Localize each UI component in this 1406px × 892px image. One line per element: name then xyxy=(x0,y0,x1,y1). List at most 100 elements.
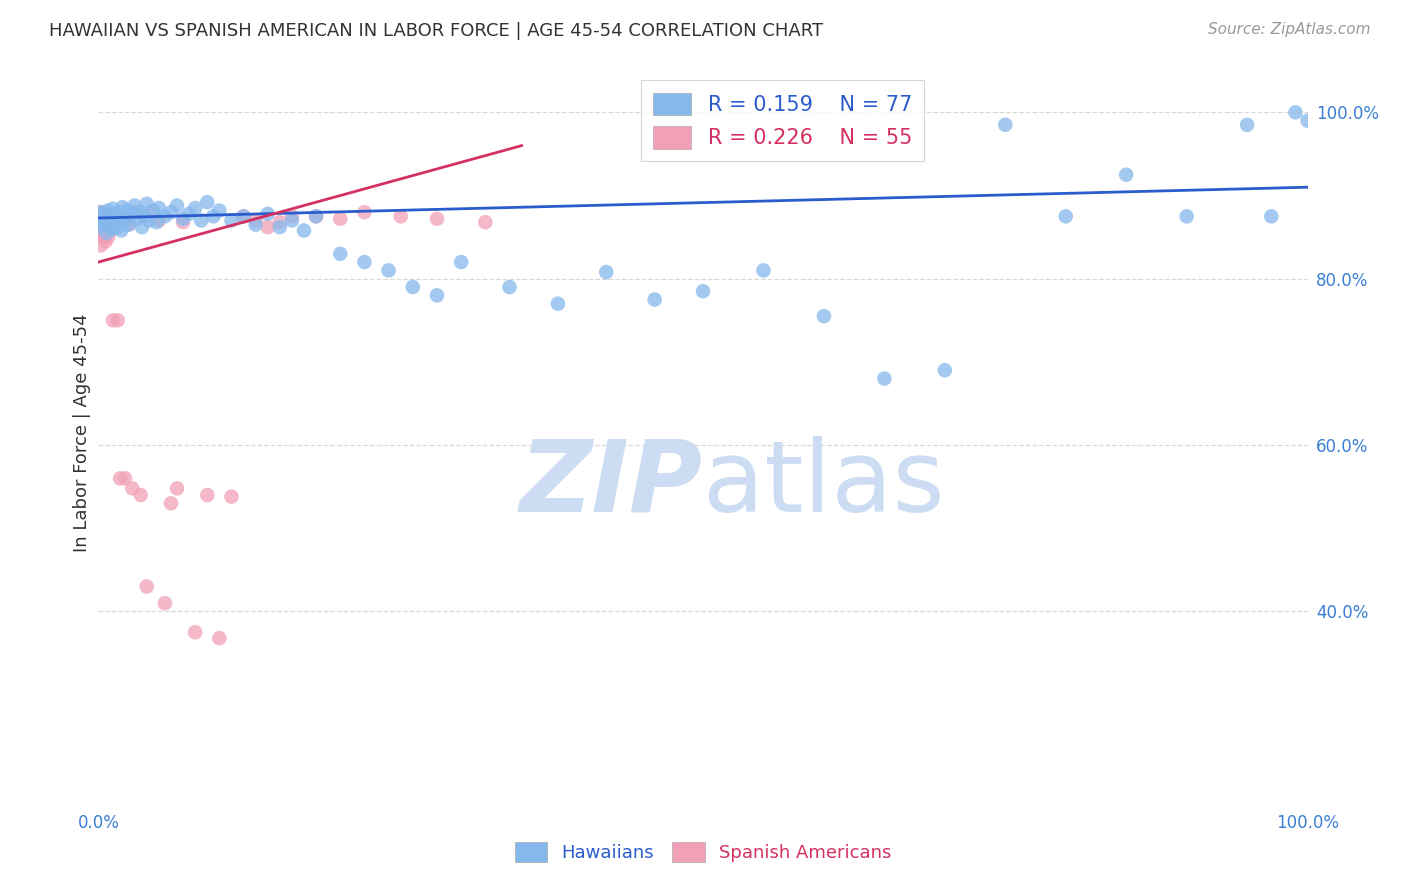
Hawaiians xyxy=(184,201,207,215)
Spanish Americans xyxy=(426,211,449,226)
Legend: R = 0.159    N = 77, R = 0.226    N = 55: R = 0.159 N = 77, R = 0.226 N = 55 xyxy=(641,80,924,161)
Hawaiians xyxy=(353,255,375,269)
Spanish Americans xyxy=(281,210,304,224)
Spanish Americans xyxy=(94,223,117,237)
Hawaiians xyxy=(752,263,775,277)
Hawaiians xyxy=(1284,105,1306,120)
Spanish Americans xyxy=(94,235,117,249)
Spanish Americans xyxy=(195,488,218,502)
Hawaiians xyxy=(1054,210,1077,224)
Spanish Americans xyxy=(91,220,114,235)
Spanish Americans xyxy=(232,210,254,224)
Spanish Americans xyxy=(100,210,122,224)
Hawaiians xyxy=(121,207,143,221)
Hawaiians xyxy=(97,203,120,218)
Spanish Americans xyxy=(105,213,128,227)
Legend: Hawaiians, Spanish Americans: Hawaiians, Spanish Americans xyxy=(508,835,898,870)
Hawaiians xyxy=(305,210,328,224)
Text: HAWAIIAN VS SPANISH AMERICAN IN LABOR FORCE | AGE 45-54 CORRELATION CHART: HAWAIIAN VS SPANISH AMERICAN IN LABOR FO… xyxy=(49,22,824,40)
Spanish Americans xyxy=(353,205,375,219)
Hawaiians xyxy=(547,296,569,310)
Hawaiians xyxy=(135,197,157,211)
Spanish Americans xyxy=(129,488,152,502)
Hawaiians xyxy=(172,211,194,226)
Hawaiians xyxy=(107,220,129,235)
Text: ZIP: ZIP xyxy=(520,436,703,533)
Spanish Americans xyxy=(98,218,121,232)
Hawaiians xyxy=(124,198,146,212)
Hawaiians xyxy=(111,200,134,214)
Hawaiians xyxy=(134,210,156,224)
Spanish Americans xyxy=(91,210,114,224)
Hawaiians xyxy=(127,211,149,226)
Spanish Americans xyxy=(208,631,231,645)
Hawaiians xyxy=(166,198,188,212)
Hawaiians xyxy=(692,284,714,298)
Hawaiians xyxy=(1236,118,1258,132)
Hawaiians xyxy=(91,211,114,226)
Spanish Americans xyxy=(221,490,243,504)
Hawaiians xyxy=(87,210,110,224)
Hawaiians xyxy=(153,210,176,224)
Text: atlas: atlas xyxy=(703,436,945,533)
Hawaiians xyxy=(118,218,141,232)
Hawaiians xyxy=(138,213,160,227)
Hawaiians xyxy=(813,309,835,323)
Spanish Americans xyxy=(184,625,207,640)
Hawaiians xyxy=(329,246,352,260)
Hawaiians xyxy=(426,288,449,302)
Spanish Americans xyxy=(90,215,112,229)
Spanish Americans xyxy=(97,213,120,227)
Hawaiians xyxy=(100,209,122,223)
Spanish Americans xyxy=(269,215,291,229)
Spanish Americans xyxy=(100,223,122,237)
Hawaiians xyxy=(128,205,150,219)
Hawaiians xyxy=(934,363,956,377)
Spanish Americans xyxy=(135,580,157,594)
Spanish Americans xyxy=(96,210,118,224)
Spanish Americans xyxy=(96,220,118,235)
Hawaiians xyxy=(142,203,165,218)
Hawaiians xyxy=(281,213,304,227)
Hawaiians xyxy=(179,207,201,221)
Hawaiians xyxy=(208,203,231,218)
Hawaiians xyxy=(101,202,124,216)
Y-axis label: In Labor Force | Age 45-54: In Labor Force | Age 45-54 xyxy=(73,313,91,552)
Hawaiians xyxy=(104,217,127,231)
Spanish Americans xyxy=(389,210,412,224)
Spanish Americans xyxy=(108,471,131,485)
Hawaiians xyxy=(202,210,225,224)
Hawaiians xyxy=(221,213,243,227)
Hawaiians xyxy=(93,218,115,232)
Spanish Americans xyxy=(124,205,146,219)
Spanish Americans xyxy=(90,238,112,252)
Spanish Americans xyxy=(166,481,188,495)
Spanish Americans xyxy=(305,210,328,224)
Spanish Americans xyxy=(111,211,134,226)
Hawaiians xyxy=(160,205,183,219)
Spanish Americans xyxy=(474,215,496,229)
Hawaiians xyxy=(1115,168,1137,182)
Spanish Americans xyxy=(103,215,125,229)
Spanish Americans xyxy=(114,471,136,485)
Hawaiians xyxy=(232,210,254,224)
Spanish Americans xyxy=(101,313,124,327)
Hawaiians xyxy=(450,255,472,269)
Spanish Americans xyxy=(148,213,170,227)
Hawaiians xyxy=(1260,210,1282,224)
Hawaiians xyxy=(1175,210,1198,224)
Hawaiians xyxy=(90,205,112,219)
Hawaiians xyxy=(145,215,167,229)
Spanish Americans xyxy=(172,215,194,229)
Hawaiians xyxy=(245,218,267,232)
Hawaiians xyxy=(94,207,117,221)
Hawaiians xyxy=(1296,113,1319,128)
Hawaiians xyxy=(96,226,118,240)
Spanish Americans xyxy=(87,220,110,235)
Spanish Americans xyxy=(245,213,267,227)
Hawaiians xyxy=(91,215,114,229)
Hawaiians xyxy=(114,213,136,227)
Spanish Americans xyxy=(107,313,129,327)
Hawaiians xyxy=(148,201,170,215)
Hawaiians xyxy=(108,210,131,224)
